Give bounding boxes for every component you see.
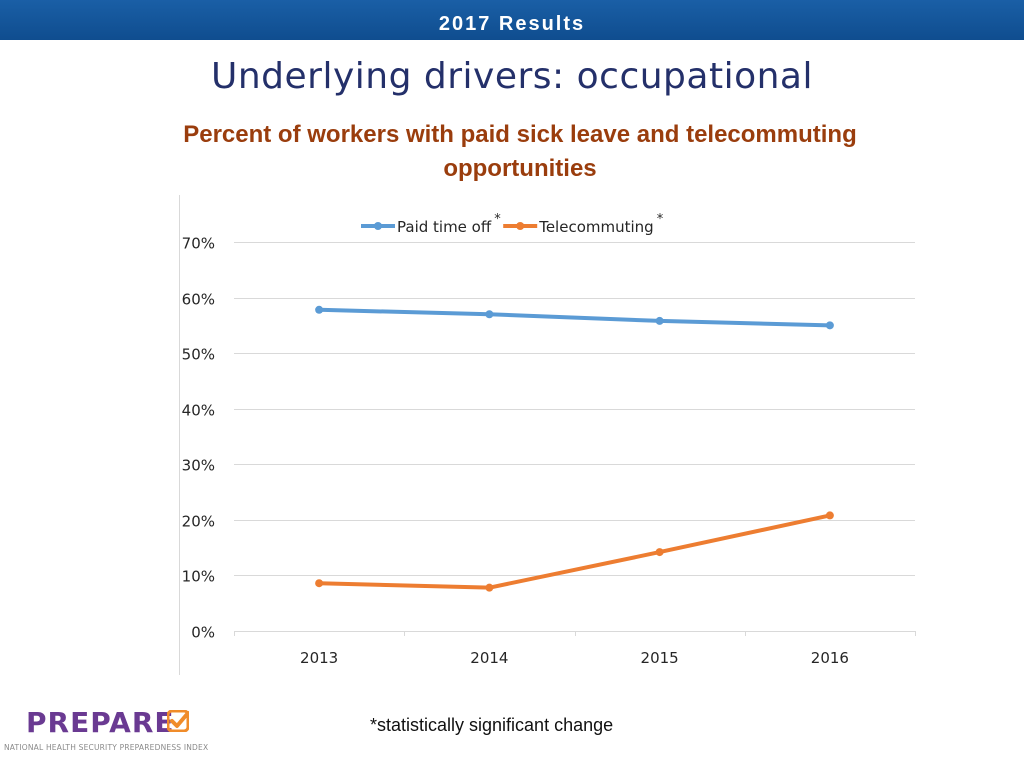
legend-significance-marker: *: [494, 212, 501, 227]
series-line-telecommuting: [317, 513, 832, 590]
series-line-paid-time-off: [317, 307, 832, 328]
chart-heading-line-1: Percent of workers with paid sick leave …: [183, 121, 857, 148]
chart-heading: Percent of workers with paid sick leave …: [100, 118, 940, 186]
logo-wordmark: PREPARE: [26, 706, 175, 739]
data-point-telecommuting: [315, 579, 324, 588]
y-tick-label: 0%: [191, 624, 215, 642]
checkmark-icon: [167, 710, 189, 732]
y-tick-label: 30%: [182, 457, 215, 475]
y-tick-label: 70%: [182, 235, 215, 253]
data-point-telecommuting: [825, 511, 834, 520]
x-tick-label: 2014: [470, 649, 508, 667]
y-tick-label: 60%: [182, 291, 215, 309]
y-tick-label: 20%: [182, 513, 215, 531]
data-point-telecommuting: [485, 583, 494, 592]
legend-swatch-marker: [516, 222, 525, 230]
data-point-paid-time-off: [485, 310, 494, 319]
logo-subtitle: NATIONAL HEALTH SECURITY PREPAREDNESS IN…: [4, 743, 209, 752]
prepare-logo: PREPARE NATIONAL HEALTH SECURITY PREPARE…: [4, 706, 214, 756]
banner-title: 2017 Results: [438, 13, 586, 35]
slide-title: Underlying drivers: occupational: [211, 56, 813, 97]
top-banner: [0, 0, 1024, 40]
data-point-paid-time-off: [655, 316, 664, 325]
x-tick-label: 2016: [811, 649, 849, 667]
y-tick-label: 50%: [182, 346, 215, 364]
line-chart: 0% 10% 20% 30% 40% 50% 60% 70% 2013 2014 2015 2016 P…: [179, 195, 923, 675]
chart-heading-line-2: opportunities: [443, 155, 597, 182]
data-point-paid-time-off: [315, 305, 324, 314]
x-tick-label: 2013: [300, 649, 338, 667]
y-tick-label: 40%: [182, 402, 215, 420]
legend-swatch-marker: [374, 222, 382, 230]
chart-svg: 0% 10% 20% 30% 40% 50% 60% 70% 2013 2014 2015 2016 P…: [179, 195, 916, 675]
data-point-telecommuting: [655, 548, 664, 557]
x-tick-label: 2015: [641, 649, 679, 667]
footnote: *statistically significant change: [370, 715, 614, 735]
legend-significance-marker: *: [657, 212, 664, 227]
legend-label: Telecommuting: [538, 218, 653, 236]
data-point-paid-time-off: [825, 321, 834, 330]
y-tick-label: 10%: [182, 568, 215, 586]
legend-label: Paid time off: [397, 218, 492, 236]
